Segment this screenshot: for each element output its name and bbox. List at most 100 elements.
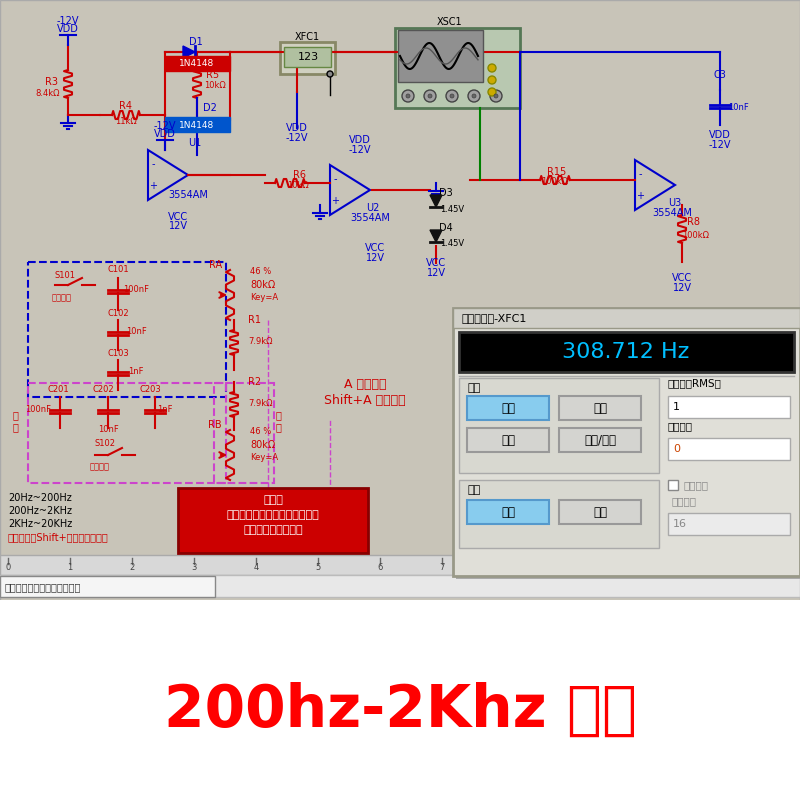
Text: C102: C102 [107, 309, 129, 318]
Text: 8: 8 [502, 563, 506, 573]
Text: 100nF: 100nF [25, 406, 51, 414]
FancyBboxPatch shape [453, 308, 800, 576]
Text: 10kΩ: 10kΩ [204, 82, 226, 90]
FancyBboxPatch shape [559, 396, 641, 420]
Text: VCC: VCC [672, 273, 692, 283]
Text: 测量: 测量 [467, 383, 480, 393]
Text: 联: 联 [12, 410, 18, 420]
Text: 20Hz~200Hz: 20Hz~200Hz [8, 493, 72, 503]
Text: 0: 0 [6, 563, 10, 573]
Text: -: - [638, 169, 642, 178]
Text: -: - [334, 174, 337, 184]
Text: S102: S102 [94, 438, 115, 447]
Text: 频率可调三种波形信号发生器: 频率可调三种波形信号发生器 [5, 582, 82, 592]
FancyBboxPatch shape [0, 575, 800, 597]
FancyBboxPatch shape [398, 30, 483, 82]
Circle shape [488, 88, 496, 96]
Text: 键＝空格: 键＝空格 [52, 294, 72, 302]
Text: 键＝空格: 键＝空格 [90, 462, 110, 471]
Text: 3554AM: 3554AM [350, 213, 390, 223]
Text: 100nF: 100nF [123, 286, 149, 294]
FancyBboxPatch shape [0, 576, 215, 597]
Text: -12V: -12V [709, 140, 731, 150]
FancyBboxPatch shape [284, 47, 331, 67]
Text: 上升/下降: 上升/下降 [584, 434, 616, 446]
Text: R5: R5 [206, 70, 219, 80]
Text: R8: R8 [687, 217, 701, 227]
Text: A 调高频率: A 调高频率 [344, 378, 386, 391]
Text: 1nF: 1nF [128, 367, 144, 377]
Text: 周期: 周期 [593, 402, 607, 414]
Text: 3: 3 [191, 563, 197, 573]
Text: 1nF: 1nF [158, 406, 173, 414]
Text: 46 %: 46 % [250, 427, 271, 437]
Text: 16: 16 [673, 519, 687, 529]
Text: -12V: -12V [57, 16, 79, 26]
Text: C203: C203 [139, 386, 161, 394]
Text: R4: R4 [119, 101, 133, 111]
Circle shape [450, 94, 454, 98]
Text: 200hz-2Khz 状态: 200hz-2Khz 状态 [163, 682, 637, 738]
Text: VCC: VCC [365, 243, 385, 253]
Text: U1: U1 [188, 138, 202, 148]
Text: 触发电平: 触发电平 [668, 421, 693, 431]
Text: 10nF: 10nF [728, 103, 748, 113]
FancyBboxPatch shape [280, 42, 335, 74]
Text: 4: 4 [254, 563, 258, 573]
FancyBboxPatch shape [0, 0, 800, 602]
Circle shape [428, 94, 432, 98]
FancyBboxPatch shape [668, 480, 678, 490]
Text: 6: 6 [378, 563, 382, 573]
Text: D3: D3 [439, 188, 453, 198]
Text: 80kΩ: 80kΩ [250, 280, 275, 290]
Text: 46 %: 46 % [250, 267, 271, 277]
Text: 直流: 直流 [593, 506, 607, 518]
Text: 注意：: 注意： [263, 495, 283, 505]
Text: 联: 联 [275, 410, 281, 420]
Text: R2: R2 [248, 377, 261, 387]
Text: D2: D2 [203, 103, 217, 113]
Text: 1N4148: 1N4148 [179, 59, 214, 69]
Text: U2: U2 [366, 203, 380, 213]
Circle shape [494, 94, 498, 98]
Text: R1: R1 [248, 315, 261, 325]
Text: 11kΩ: 11kΩ [115, 117, 137, 126]
Text: 1.45V: 1.45V [440, 205, 464, 214]
Text: 控: 控 [12, 422, 18, 432]
Text: VDD: VDD [709, 130, 731, 140]
Text: 交流: 交流 [501, 506, 515, 518]
Text: 8.4kΩ: 8.4kΩ [36, 89, 60, 98]
Text: 7.9kΩ: 7.9kΩ [248, 398, 273, 407]
Text: 12V: 12V [366, 253, 385, 263]
Text: 3554AM: 3554AM [168, 190, 208, 200]
Text: C3: C3 [714, 70, 726, 80]
Text: 11: 11 [685, 563, 695, 573]
Circle shape [468, 90, 480, 102]
Text: +: + [149, 182, 157, 191]
Text: R15: R15 [547, 167, 566, 177]
FancyBboxPatch shape [453, 308, 800, 328]
Text: Key=A: Key=A [250, 454, 278, 462]
FancyBboxPatch shape [467, 428, 549, 452]
Text: VCC: VCC [168, 212, 188, 222]
FancyBboxPatch shape [668, 438, 790, 460]
FancyBboxPatch shape [165, 56, 230, 71]
Text: 10nF: 10nF [98, 426, 118, 434]
Text: 200Hz~2KHz: 200Hz~2KHz [8, 506, 72, 516]
Text: 7.9kΩ: 7.9kΩ [248, 338, 273, 346]
Text: RA: RA [209, 260, 222, 270]
Polygon shape [183, 46, 195, 58]
Text: 频率计数器-XFC1: 频率计数器-XFC1 [461, 313, 526, 323]
Text: 308.712 Hz: 308.712 Hz [562, 342, 690, 362]
Text: 频率: 频率 [501, 402, 515, 414]
Text: 1: 1 [673, 402, 680, 412]
Text: Shift+A 降低频率: Shift+A 降低频率 [324, 394, 406, 406]
Circle shape [424, 90, 436, 102]
Text: 12V: 12V [673, 283, 691, 293]
Text: VDD: VDD [154, 129, 176, 139]
Text: C103: C103 [107, 350, 129, 358]
Text: 1N4148: 1N4148 [179, 121, 214, 130]
Text: XSC1: XSC1 [437, 17, 463, 27]
FancyBboxPatch shape [559, 428, 641, 452]
Circle shape [490, 90, 502, 102]
